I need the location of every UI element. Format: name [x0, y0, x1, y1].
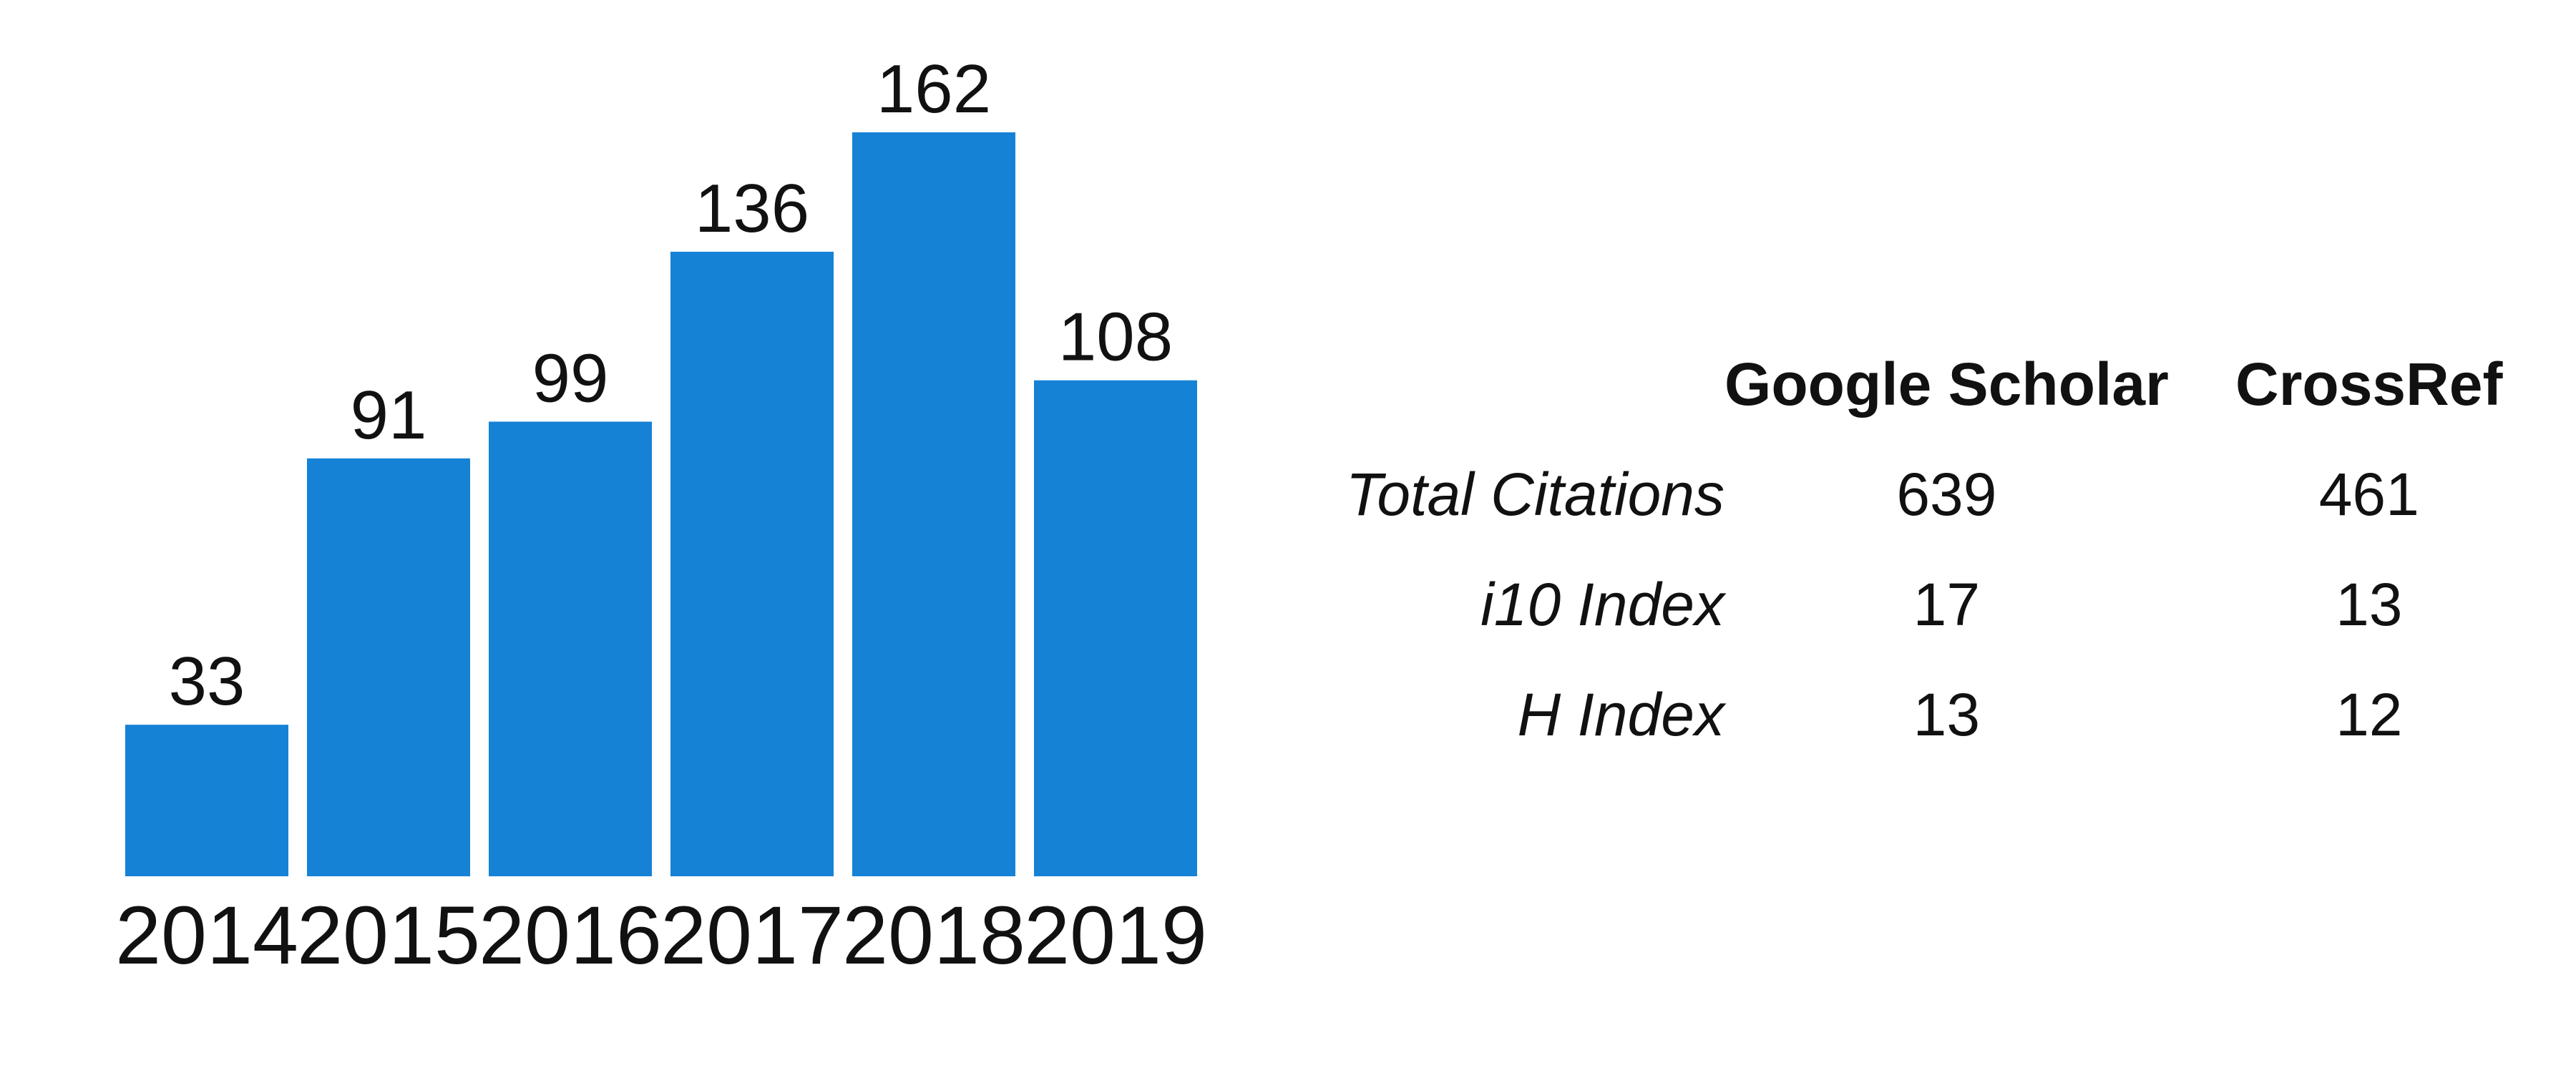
citation-metrics-table: Google Scholar CrossRef Total Citations …: [1281, 329, 2570, 770]
bar-2016: [489, 421, 652, 876]
table-corner-header: [1281, 329, 1724, 439]
table-row-i10-index: i10 Index 17 13: [1281, 549, 2570, 660]
bar-value-label-2014: 33: [169, 643, 245, 720]
google-scholar-header: Google Scholar: [1724, 350, 2169, 418]
row-label-total-citations: Total Citations: [1345, 460, 1724, 528]
bar-2014: [125, 725, 288, 876]
crossref-total-citations: 461: [2318, 460, 2419, 528]
bar-value-label-2016: 99: [532, 340, 609, 416]
x-tick-label-2016: 2016: [479, 890, 662, 981]
bar-2017: [670, 251, 834, 876]
row-label-h-index: H Index: [1517, 680, 1725, 748]
bar-2019: [1034, 380, 1197, 876]
x-tick-label-2017: 2017: [660, 890, 844, 981]
bar-value-label-2017: 136: [695, 170, 809, 247]
x-tick-label-2015: 2015: [297, 890, 480, 981]
crossref-i10-index: 13: [2336, 570, 2403, 638]
table-row-h-index: H Index 13 12: [1281, 660, 2570, 770]
bar-value-label-2018: 162: [877, 51, 991, 127]
google-scholar-h-index: 13: [1913, 680, 1981, 748]
table-header-row: Google Scholar CrossRef: [1281, 329, 2570, 439]
x-tick-label-2014: 2014: [115, 890, 298, 981]
bar-value-label-2019: 108: [1058, 299, 1173, 376]
table-row-total-citations: Total Citations 639 461: [1281, 439, 2570, 549]
bar-2018: [852, 132, 1015, 876]
x-tick-label-2018: 2018: [842, 890, 1025, 981]
row-label-i10-index: i10 Index: [1480, 570, 1724, 638]
x-tick-label-2019: 2019: [1024, 890, 1207, 981]
citations-bar-chart: 33 2014 91 2015 99 2016 136 2017 162 2018 108 2019: [115, 51, 1207, 981]
bar-2015: [307, 458, 470, 876]
bar-value-label-2015: 91: [351, 377, 427, 454]
crossref-header: CrossRef: [2235, 350, 2503, 418]
google-scholar-total-citations: 639: [1896, 460, 1997, 528]
crossref-h-index: 12: [2336, 680, 2403, 748]
google-scholar-i10-index: 17: [1913, 570, 1981, 638]
